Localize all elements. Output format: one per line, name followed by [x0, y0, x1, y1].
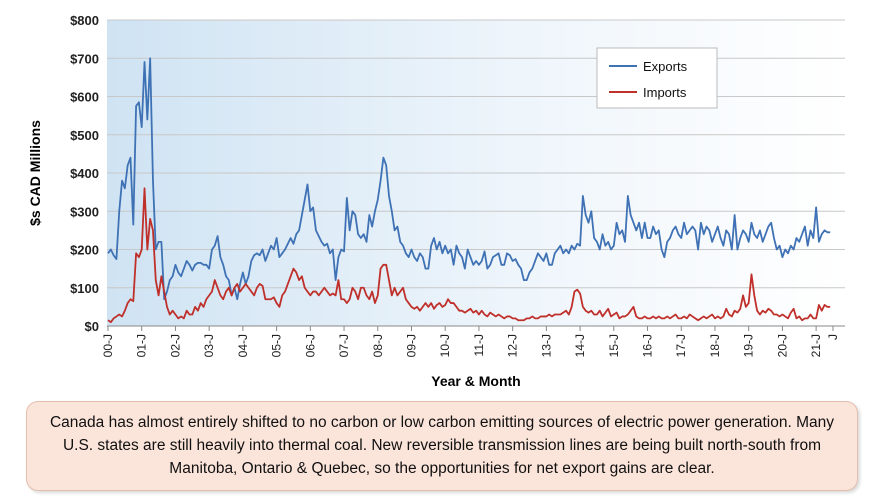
x-tick-label: 08-J [371, 334, 385, 357]
caption: Canada has almost entirely shifted to no… [26, 401, 858, 491]
y-tick-label: $600 [70, 90, 99, 105]
y-tick-label: $500 [70, 128, 99, 143]
x-tick-label: 14-J [573, 334, 587, 357]
x-tick-label: 10-J [438, 334, 452, 357]
y-axis-title: $s CAD Millions [27, 120, 43, 226]
x-tick-label: 07-J [337, 334, 351, 357]
x-tick-label: 04-J [236, 334, 250, 357]
x-tick-label: 21-J [809, 334, 823, 357]
x-tick-label: 11-J [472, 334, 486, 356]
y-tick-label: $800 [70, 13, 99, 28]
x-tick-label: 18-J [708, 334, 722, 357]
legend-label: Exports [643, 59, 688, 74]
y-tick-label: $200 [70, 243, 99, 258]
x-tick-label: 12-J [506, 334, 520, 357]
x-tick-label: 13-J [539, 334, 553, 357]
x-tick-label: 00-J [101, 334, 115, 357]
x-tick-label: 20-J [775, 334, 789, 357]
series-line [107, 57, 831, 301]
x-tick-label: 05-J [270, 334, 284, 357]
x-tick-label: 09-J [404, 334, 418, 357]
legend-box [596, 47, 718, 109]
legend-label: Imports [643, 85, 687, 100]
y-tick-label: $700 [70, 51, 99, 66]
series-line [107, 187, 831, 324]
y-tick-label: $100 [70, 281, 99, 296]
y-tick-label: $300 [70, 204, 99, 219]
y-tick-label: $400 [70, 166, 99, 181]
y-tick-label: $0 [85, 319, 99, 334]
x-tick-label: 16-J [641, 334, 655, 357]
x-tick-label: 17-J [674, 334, 688, 357]
x-tick-label: J [826, 334, 840, 340]
x-tick-label: 15-J [607, 334, 621, 357]
x-tick-label: 03-J [202, 334, 216, 357]
chart: $s CAD Millions Year & Month $0 $100 $200 $… [27, 13, 845, 389]
x-axis-title: Year & Month [431, 373, 520, 389]
x-tick-label: 02-J [168, 334, 182, 357]
x-tick-label: 01-J [135, 334, 149, 357]
x-tick-label: 06-J [303, 334, 317, 357]
x-tick-label: 19-J [742, 334, 756, 357]
